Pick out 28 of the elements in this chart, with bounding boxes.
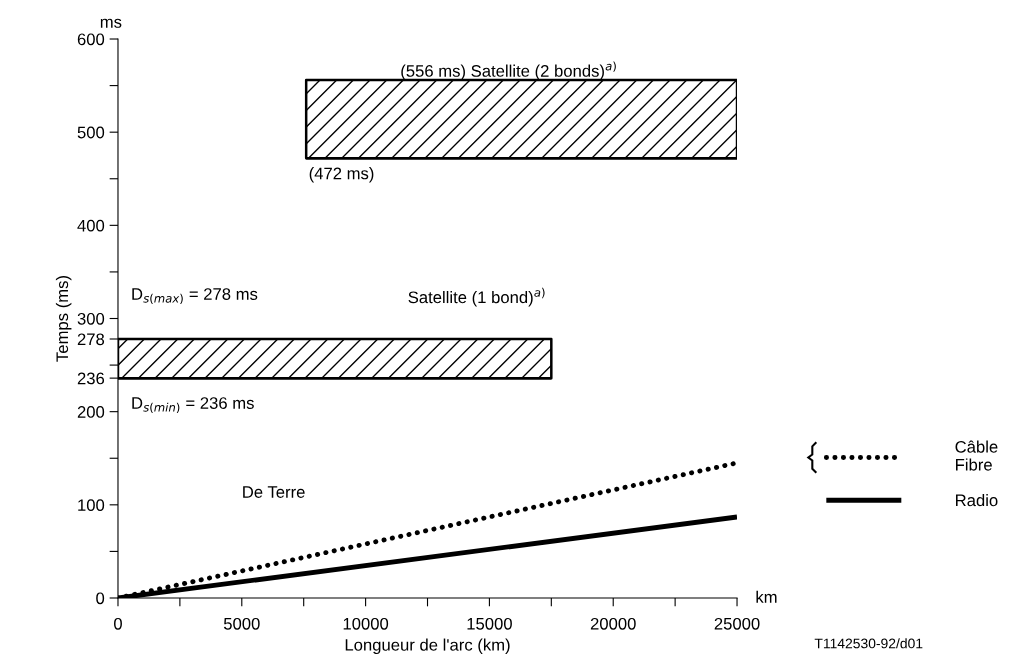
y-tick-label: 200 (77, 406, 105, 418)
annotation: Satellite (1 bond)$^{a)}$ (408, 287, 545, 307)
annotation: (472 ms) (309, 167, 374, 183)
y-axis-title: Temps (ms) (55, 276, 72, 362)
text: Radio (956, 493, 998, 507)
x-tick-label: 15000 (467, 617, 512, 630)
y-tick-label: 0 (96, 592, 105, 605)
annotation: De Terre (243, 486, 305, 498)
annotation: D$_{s(max)}$ = 278 ms (132, 288, 258, 305)
y-tick-label: 500 (77, 126, 105, 139)
y-tick-label: 278 (77, 333, 105, 346)
y-tick-label: 100 (78, 499, 105, 512)
text: km (756, 590, 777, 603)
x-tick-label: 10000 (343, 617, 389, 630)
text: Câble Fibre (955, 440, 998, 471)
y-tick-label: 400 (77, 219, 105, 232)
x-axis-title: Longueur de l'arc (km) (345, 638, 510, 655)
text: ms (100, 18, 122, 28)
x-tick-label: 25000 (714, 617, 760, 630)
annotation: (556 ms) Satellite (2 bonds)$^{a)}$ (401, 61, 616, 81)
text: T1142530-92/d01 (814, 638, 923, 649)
y-tick-label: 236 (77, 372, 105, 385)
x-tick-label: 0 (114, 617, 122, 630)
x-tick-label: 20000 (590, 617, 636, 630)
annotation: D$_{s(min)}$ = 236 ms (132, 397, 254, 414)
y-tick-label: 600 (77, 33, 105, 46)
y-tick-label: 300 (77, 312, 105, 325)
x-tick-label: 5000 (223, 617, 260, 630)
